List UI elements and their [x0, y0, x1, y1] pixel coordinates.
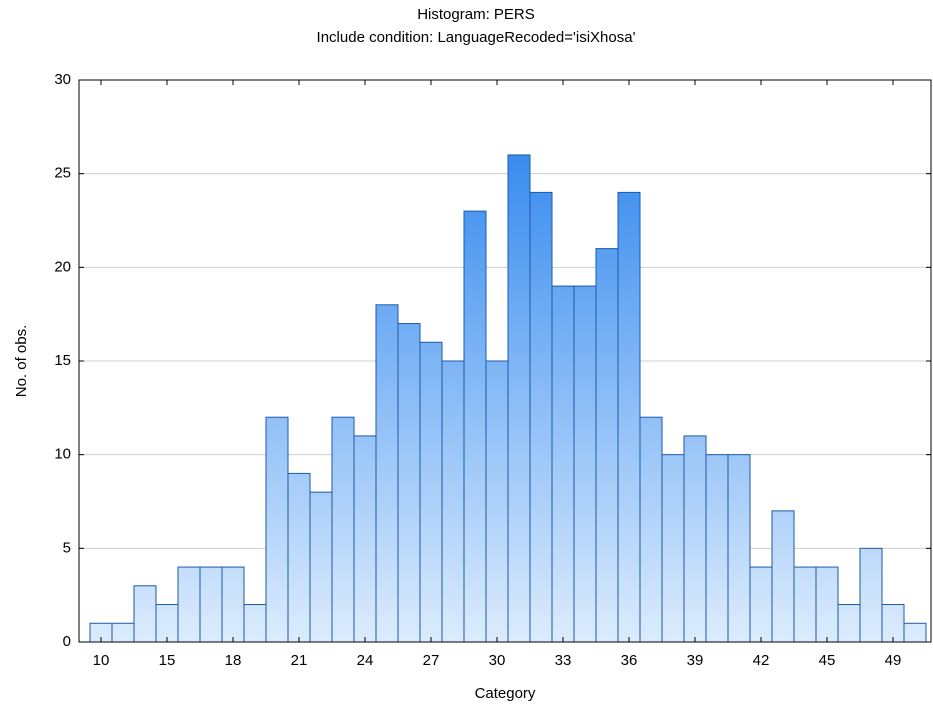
- x-axis-label: Category: [475, 685, 536, 702]
- y-tick-label: 25: [54, 165, 71, 182]
- bar: [419, 341, 443, 643]
- bar: [199, 566, 223, 643]
- bar: [793, 566, 817, 643]
- bar: [859, 547, 883, 643]
- bar: [837, 604, 861, 643]
- x-tick-label: 24: [357, 652, 374, 669]
- bar: [771, 510, 795, 643]
- bar: [111, 622, 135, 643]
- bar: [881, 604, 905, 643]
- bar: [353, 435, 377, 643]
- bar: [815, 566, 839, 643]
- y-tick-label: 0: [63, 633, 71, 650]
- bar: [309, 491, 333, 643]
- bar: [243, 604, 267, 643]
- bar: [331, 416, 355, 643]
- x-tick-label: 42: [753, 652, 770, 669]
- bar: [133, 585, 157, 643]
- bar: [529, 191, 553, 643]
- bar: [177, 566, 201, 643]
- bar: [661, 454, 685, 643]
- y-tick-label: 30: [54, 71, 71, 88]
- y-tick-label: 15: [54, 352, 71, 369]
- bar: [573, 285, 597, 643]
- bar: [749, 566, 773, 643]
- bar: [903, 622, 927, 643]
- bar: [265, 416, 289, 643]
- x-tick-label: 27: [423, 652, 440, 669]
- x-tick-label: 30: [489, 652, 506, 669]
- bar: [485, 360, 509, 643]
- x-tick-label: 45: [819, 652, 836, 669]
- bar: [375, 304, 399, 643]
- y-tick-label: 5: [63, 539, 71, 556]
- bar: [507, 154, 531, 643]
- bar: [551, 285, 575, 643]
- x-tick-label: 18: [225, 652, 242, 669]
- x-tick-label: 36: [621, 652, 638, 669]
- bar: [287, 472, 311, 643]
- bar: [397, 323, 421, 643]
- x-tick-label: 39: [687, 652, 704, 669]
- x-tick-label: 21: [291, 652, 308, 669]
- x-tick-label: 15: [159, 652, 176, 669]
- bar: [441, 360, 465, 643]
- bar: [595, 248, 619, 643]
- bar: [727, 454, 751, 643]
- x-tick-label: 49: [885, 652, 902, 669]
- bar: [683, 435, 707, 643]
- chart-title: Histogram: PERS: [417, 6, 535, 23]
- y-axis-label: No. of obs.: [13, 325, 30, 398]
- plot-border: [78, 79, 932, 643]
- bar: [221, 566, 245, 643]
- chart-subtitle: Include condition: LanguageRecoded='isiX…: [317, 29, 636, 46]
- y-tick-label: 10: [54, 446, 71, 463]
- bar: [617, 191, 641, 643]
- y-tick-label: 20: [54, 258, 71, 275]
- bar: [463, 210, 487, 643]
- bar: [705, 454, 729, 643]
- bar: [639, 416, 663, 643]
- x-tick-label: 10: [93, 652, 110, 669]
- bar: [155, 604, 179, 643]
- x-tick-label: 33: [555, 652, 572, 669]
- plot-area: 0 5 10 15 20 25 30 10 15 18 21 24 27 30 33 36 39 42 45 49: [54, 71, 932, 669]
